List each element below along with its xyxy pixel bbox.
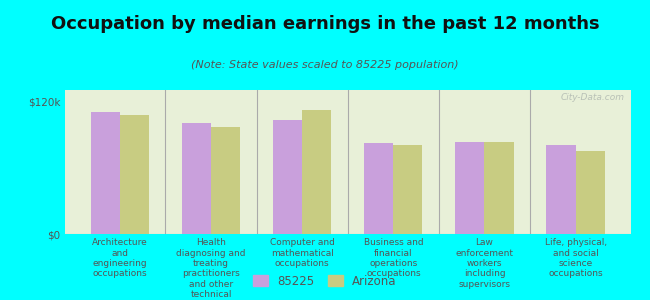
Bar	[547, 146, 576, 234]
Bar	[273, 120, 302, 234]
Bar	[91, 112, 120, 234]
Bar	[576, 151, 604, 234]
Bar	[484, 142, 514, 234]
Text: (Note: State values scaled to 85225 population): (Note: State values scaled to 85225 popu…	[191, 60, 459, 70]
Bar	[364, 143, 393, 234]
Bar	[455, 142, 484, 234]
Text: Occupation by median earnings in the past 12 months: Occupation by median earnings in the pas…	[51, 15, 599, 33]
Legend: 85225, Arizona: 85225, Arizona	[250, 271, 400, 291]
Text: City-Data.com: City-Data.com	[561, 93, 625, 102]
Bar	[211, 127, 240, 234]
Bar	[120, 116, 149, 234]
Bar	[302, 110, 332, 234]
Bar	[393, 146, 422, 234]
Bar	[182, 123, 211, 234]
